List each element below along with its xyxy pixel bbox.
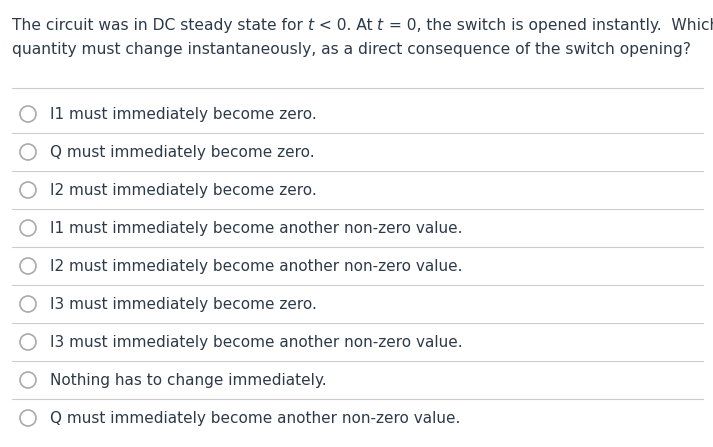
Text: < 0. At: < 0. At xyxy=(314,18,377,33)
Text: Nothing has to change immediately.: Nothing has to change immediately. xyxy=(50,372,327,388)
Text: I2 must immediately become zero.: I2 must immediately become zero. xyxy=(50,182,317,198)
Text: I3 must immediately become another non-zero value.: I3 must immediately become another non-z… xyxy=(50,334,463,350)
Text: Q must immediately become zero.: Q must immediately become zero. xyxy=(50,144,314,160)
Text: = 0, the switch is opened instantly.  Which circuit: = 0, the switch is opened instantly. Whi… xyxy=(384,18,713,33)
Text: t: t xyxy=(377,18,384,33)
Text: I3 must immediately become zero.: I3 must immediately become zero. xyxy=(50,296,317,312)
Text: I2 must immediately become another non-zero value.: I2 must immediately become another non-z… xyxy=(50,258,463,274)
Text: The circuit was in DC steady state for: The circuit was in DC steady state for xyxy=(12,18,308,33)
Text: I1 must immediately become zero.: I1 must immediately become zero. xyxy=(50,106,317,122)
Text: quantity must change instantaneously, as a direct consequence of the switch open: quantity must change instantaneously, as… xyxy=(12,42,691,57)
Text: I1 must immediately become another non-zero value.: I1 must immediately become another non-z… xyxy=(50,220,463,236)
Text: t: t xyxy=(308,18,314,33)
Text: Q must immediately become another non-zero value.: Q must immediately become another non-ze… xyxy=(50,410,461,426)
